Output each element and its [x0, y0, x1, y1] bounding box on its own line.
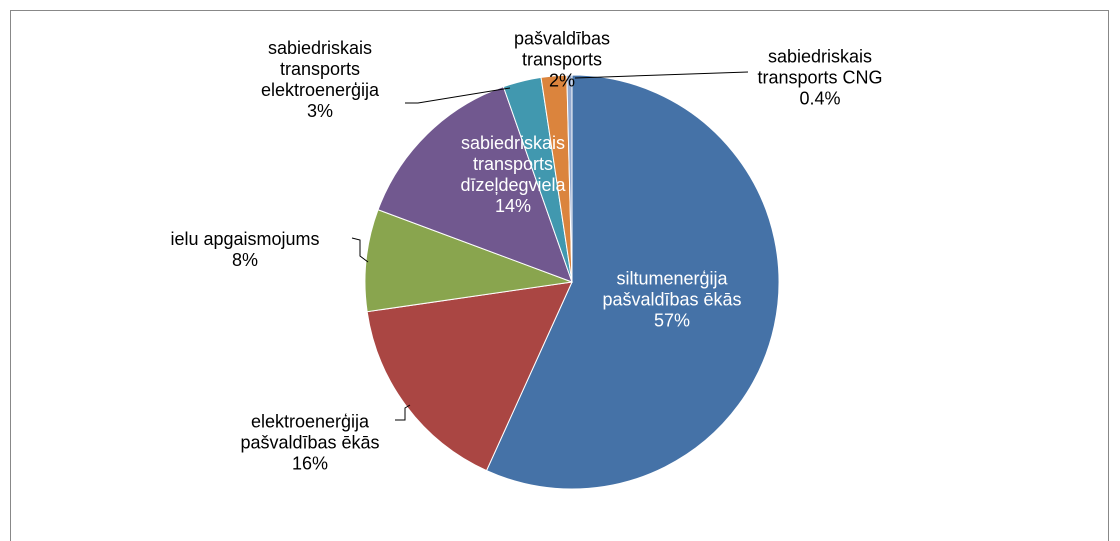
slice-label: sabiedriskais transports CNG 0.4%	[750, 47, 890, 110]
category-label: sabiedriskais transports CNG	[757, 46, 883, 88]
category-label: siltumenerģija pašvaldības ēkās	[602, 268, 742, 310]
leader-line	[351, 237, 369, 263]
pie-slice	[566, 74, 573, 283]
category-label: elektroenerģija pašvaldības ēkās	[240, 411, 380, 453]
pie-slice	[377, 86, 573, 283]
pie-slice	[485, 74, 780, 490]
category-label: sabiedriskais transports elektroenerģija	[260, 38, 380, 100]
value-label: 14%	[494, 196, 532, 216]
slice-label: ielu apgaismojums 8%	[130, 229, 360, 271]
slice-label: sabiedriskais transports elektroenerģija…	[250, 38, 390, 122]
category-label: ielu apgaismojums	[170, 229, 320, 249]
slice-label: pašvaldības transports 2%	[505, 29, 620, 92]
leader-line	[395, 404, 411, 421]
slice-label: sabiedriskais transports dīzeļdegviela 14…	[436, 133, 591, 217]
slice-label: siltumenerģija pašvaldības ēkās 57%	[587, 269, 757, 332]
value-label: 8%	[231, 250, 258, 270]
pie-slice	[364, 209, 573, 313]
leader-line	[405, 87, 511, 104]
value-label: 0.4%	[799, 88, 841, 109]
value-label: 16%	[291, 453, 329, 474]
slice-label: elektroenerģija pašvaldības ēkās 16%	[225, 412, 395, 475]
value-label: 2%	[548, 70, 575, 91]
category-label: pašvaldības transports	[513, 28, 611, 70]
value-label: 3%	[306, 101, 333, 121]
value-label: 57%	[653, 310, 691, 331]
leader-lines	[351, 71, 749, 421]
category-label: sabiedriskais transports dīzeļdegviela	[460, 133, 566, 195]
pie-slice	[366, 281, 573, 472]
leader-line	[574, 71, 749, 79]
